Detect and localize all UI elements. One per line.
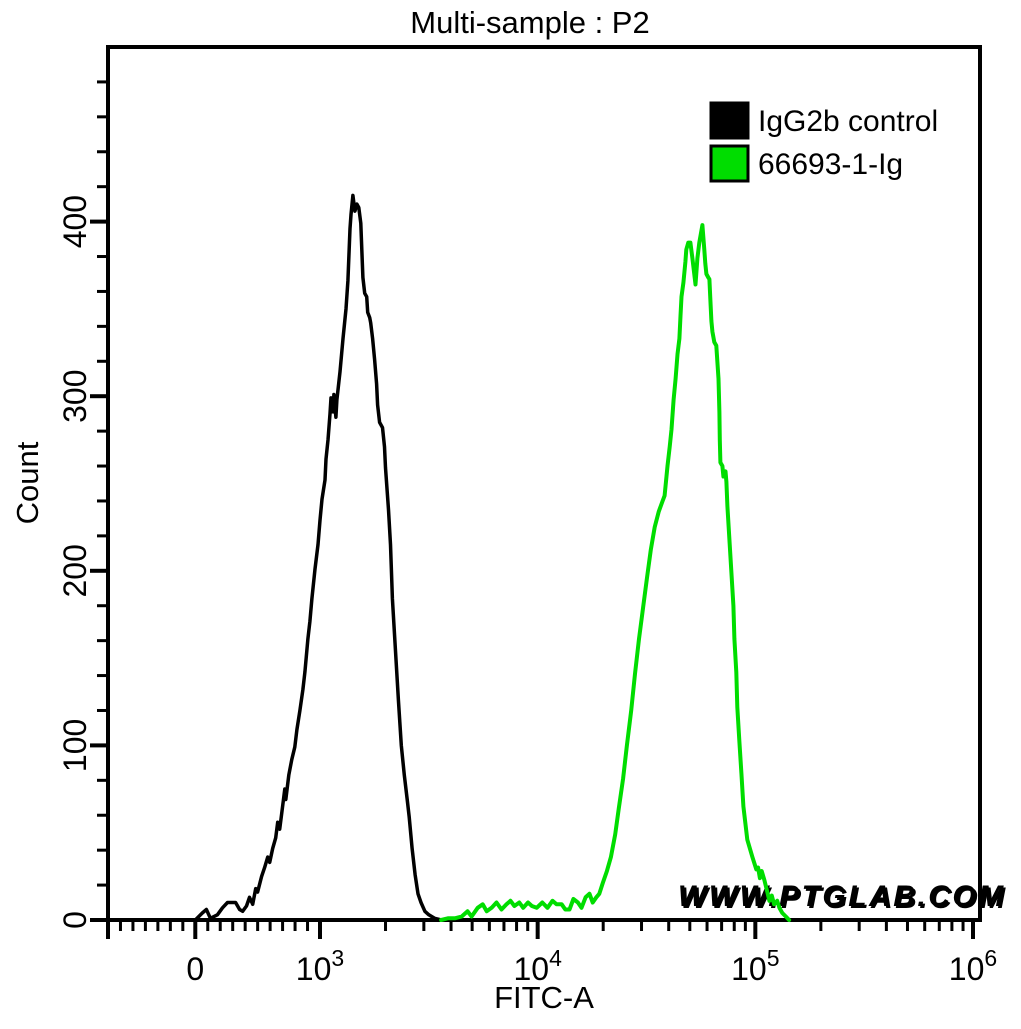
legend-swatch-control <box>709 101 750 140</box>
x-axis-major-ticks <box>106 922 975 939</box>
y-tick-label: 300 <box>57 370 93 423</box>
y-tick-label: 400 <box>57 195 93 248</box>
curve-66693-1-ig <box>439 223 792 922</box>
x-tick-label: 106 <box>949 945 997 987</box>
y-axis-minor-ticks <box>97 80 106 887</box>
y-axis-label: Count <box>10 441 45 524</box>
x-tick-label: 105 <box>731 945 779 987</box>
x-tick-label: 0 <box>186 951 204 987</box>
plot-frame <box>106 45 982 922</box>
watermark: WWW.PTGLAB.COM WWW.PTGLAB.COM <box>678 880 1008 915</box>
x-tick-label: 103 <box>296 945 344 987</box>
legend-swatch-antibody <box>709 144 750 183</box>
x-tick-label: 104 <box>513 945 562 987</box>
histogram-curves <box>193 193 792 922</box>
legend-label-antibody: 66693-1-Ig <box>758 148 903 181</box>
watermark-text: WWW.PTGLAB.COM <box>678 880 1006 913</box>
y-tick-label: 100 <box>57 719 93 772</box>
y-tick-label: 0 <box>57 911 93 929</box>
x-axis-minor-ticks <box>118 922 965 931</box>
x-axis-tick-labels: 0 103 104 105 106 <box>186 945 997 987</box>
y-axis-tick-labels: 0 100 200 300 400 <box>57 195 93 929</box>
legend-label-control: IgG2b control <box>758 105 938 138</box>
chart-title: Multi-sample : P2 <box>410 5 649 40</box>
legend: IgG2b control 66693-1-Ig <box>709 101 938 183</box>
watermark-shadow: WWW.PTGLAB.COM <box>680 882 1008 915</box>
y-tick-label: 200 <box>57 544 93 597</box>
x-axis-label: FITC-A <box>494 980 594 1015</box>
curve-igg2b-control <box>193 193 444 922</box>
y-axis-major-ticks <box>90 219 106 922</box>
